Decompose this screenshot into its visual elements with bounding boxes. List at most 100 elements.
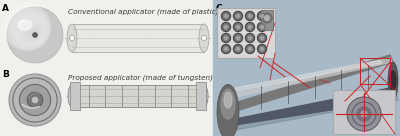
- Ellipse shape: [200, 85, 208, 107]
- Circle shape: [357, 107, 371, 121]
- Circle shape: [248, 26, 252, 29]
- Polygon shape: [230, 90, 398, 130]
- Polygon shape: [235, 60, 382, 91]
- Circle shape: [247, 46, 253, 52]
- Circle shape: [260, 26, 264, 29]
- Circle shape: [236, 47, 240, 50]
- Circle shape: [9, 74, 61, 126]
- Ellipse shape: [390, 71, 396, 91]
- Circle shape: [31, 31, 37, 37]
- Circle shape: [33, 33, 36, 36]
- Bar: [72, 85, 204, 107]
- Text: C: C: [215, 4, 222, 13]
- Circle shape: [258, 22, 266, 32]
- Ellipse shape: [199, 24, 209, 52]
- Circle shape: [234, 33, 242, 42]
- Circle shape: [13, 78, 50, 115]
- Circle shape: [260, 15, 264, 18]
- Circle shape: [202, 35, 206, 41]
- Ellipse shape: [67, 24, 77, 52]
- Text: 2 mm: 2 mm: [318, 78, 331, 85]
- Circle shape: [248, 36, 252, 39]
- Circle shape: [259, 24, 265, 30]
- Circle shape: [259, 13, 265, 19]
- Circle shape: [22, 88, 43, 108]
- Circle shape: [236, 26, 240, 29]
- Circle shape: [3, 3, 51, 51]
- Circle shape: [24, 24, 40, 40]
- Circle shape: [235, 35, 241, 41]
- Circle shape: [258, 33, 266, 42]
- Circle shape: [236, 15, 240, 18]
- Circle shape: [10, 10, 48, 48]
- Circle shape: [246, 22, 254, 32]
- Circle shape: [16, 16, 44, 44]
- Bar: [0, 0, 213, 136]
- Circle shape: [247, 24, 253, 30]
- Circle shape: [260, 47, 264, 50]
- Circle shape: [33, 33, 37, 37]
- Circle shape: [224, 47, 228, 50]
- Polygon shape: [230, 88, 395, 125]
- Circle shape: [264, 16, 270, 21]
- Circle shape: [19, 84, 50, 116]
- Circle shape: [248, 15, 252, 18]
- Bar: [196, 82, 206, 110]
- Ellipse shape: [68, 85, 76, 107]
- Circle shape: [223, 24, 229, 30]
- Circle shape: [26, 27, 39, 39]
- Circle shape: [361, 111, 367, 117]
- Circle shape: [29, 29, 38, 38]
- Circle shape: [27, 92, 43, 108]
- Circle shape: [222, 44, 230, 53]
- Circle shape: [34, 34, 36, 36]
- Circle shape: [235, 13, 241, 19]
- Circle shape: [28, 93, 40, 105]
- Text: Proposed applicator (made of tungsten): Proposed applicator (made of tungsten): [68, 74, 213, 81]
- Text: Conventional applicator (made of plastic): Conventional applicator (made of plastic…: [68, 8, 218, 15]
- Bar: [261, 10, 273, 30]
- Bar: [360, 58, 390, 84]
- Circle shape: [224, 36, 228, 39]
- Circle shape: [12, 12, 46, 47]
- Circle shape: [70, 35, 74, 41]
- Circle shape: [223, 35, 229, 41]
- Circle shape: [222, 22, 230, 32]
- Circle shape: [235, 46, 241, 52]
- Bar: [217, 8, 275, 58]
- Circle shape: [18, 83, 47, 112]
- Circle shape: [223, 46, 229, 52]
- Circle shape: [234, 12, 242, 21]
- Circle shape: [258, 12, 266, 21]
- Circle shape: [222, 12, 230, 21]
- Bar: [213, 0, 400, 136]
- Circle shape: [246, 12, 254, 21]
- Ellipse shape: [217, 84, 239, 136]
- Circle shape: [347, 97, 381, 131]
- Circle shape: [15, 80, 48, 113]
- Bar: [72, 24, 204, 52]
- Circle shape: [25, 90, 42, 107]
- Circle shape: [258, 44, 266, 53]
- Circle shape: [259, 35, 265, 41]
- Circle shape: [18, 18, 44, 43]
- Circle shape: [224, 15, 228, 18]
- Circle shape: [246, 33, 254, 42]
- Ellipse shape: [224, 92, 232, 108]
- Circle shape: [247, 13, 253, 19]
- Circle shape: [14, 14, 46, 46]
- Circle shape: [246, 44, 254, 53]
- Circle shape: [8, 7, 49, 49]
- Text: B: B: [2, 70, 9, 79]
- Bar: [70, 82, 80, 110]
- Ellipse shape: [221, 89, 235, 119]
- Circle shape: [222, 33, 230, 42]
- Circle shape: [20, 20, 42, 42]
- Circle shape: [235, 24, 241, 30]
- Circle shape: [223, 13, 229, 19]
- Ellipse shape: [18, 20, 32, 30]
- Circle shape: [234, 22, 242, 32]
- Circle shape: [22, 22, 41, 41]
- Ellipse shape: [388, 62, 398, 100]
- Circle shape: [259, 46, 265, 52]
